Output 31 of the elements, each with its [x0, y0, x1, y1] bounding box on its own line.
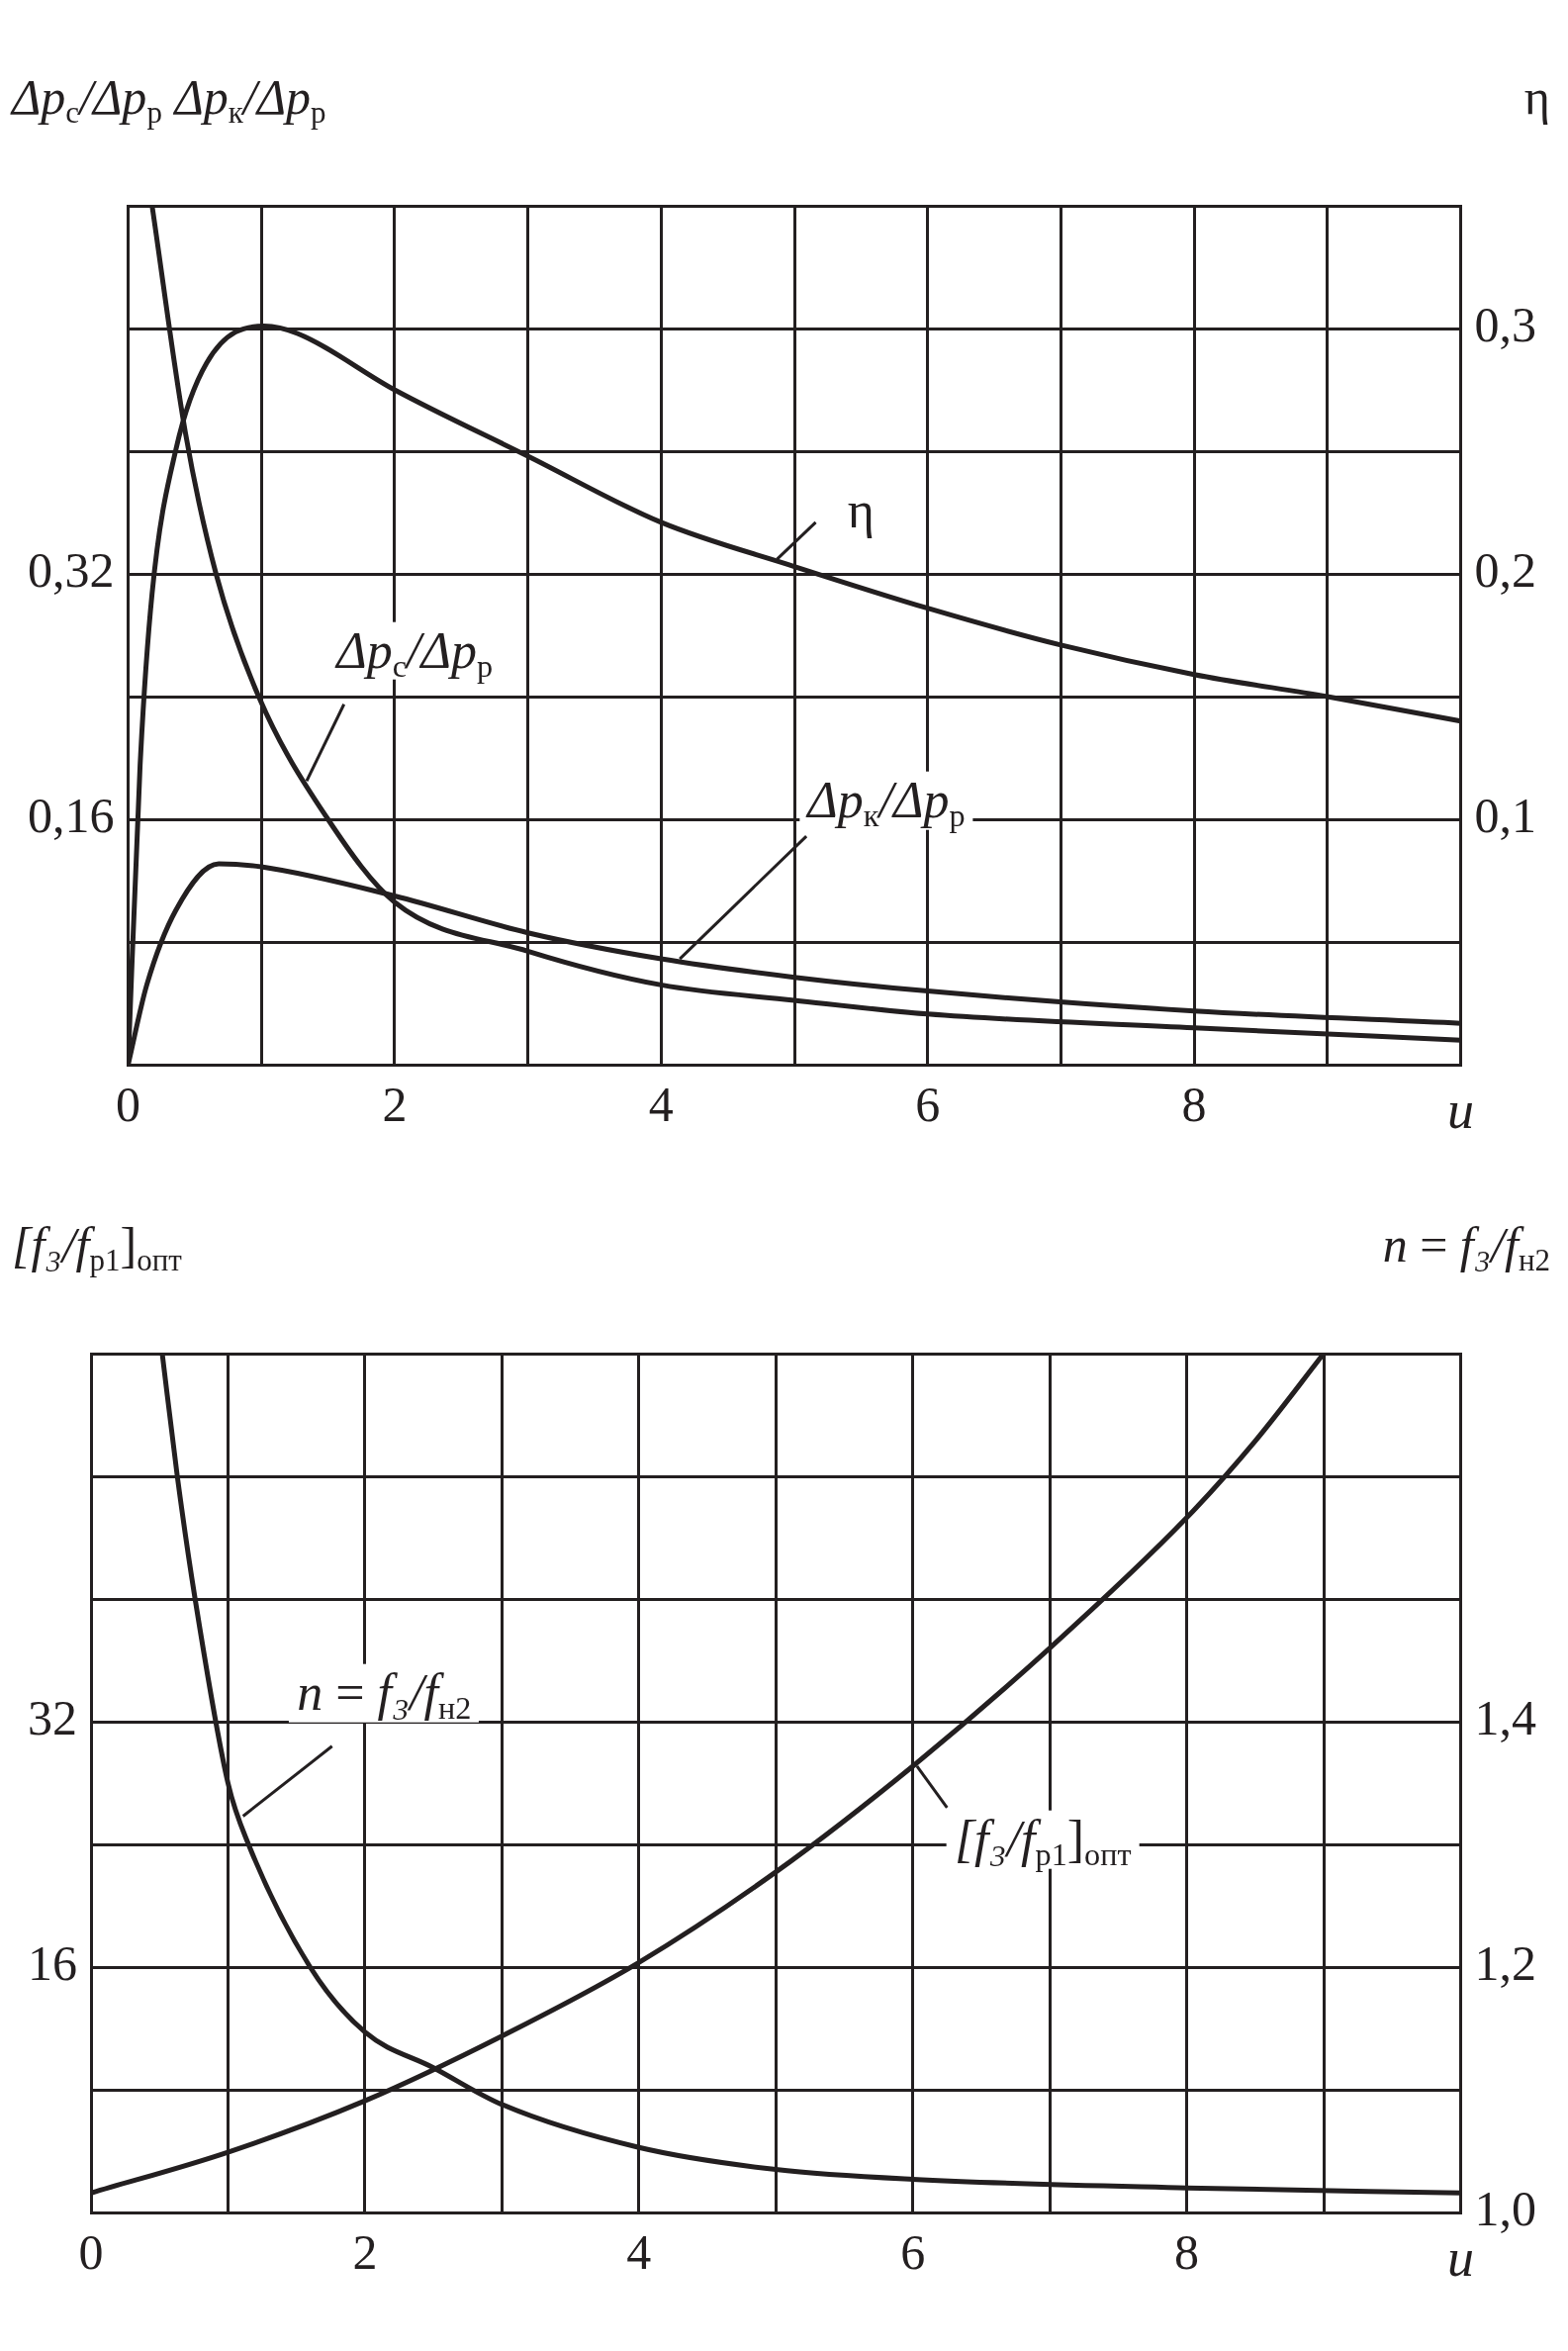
y2-tick-label: 1,4 [1474, 1690, 1536, 1746]
series-label: Δp$_{с}$/Δp$_{р}$ [336, 621, 494, 684]
y2-tick-label: 0,2 [1474, 542, 1536, 599]
y2-tick-label: 0,1 [1474, 788, 1536, 844]
text: Δp$_{к}$/Δp$_{р}$ [807, 772, 966, 834]
x-tick-label: 6 [900, 2224, 926, 2281]
x-tick-label: 6 [915, 1077, 941, 1133]
x-tick-label: 8 [1181, 1077, 1207, 1133]
x-tick-label: 2 [352, 2224, 378, 2281]
y2-axis-title: n = f₃/f$_{н2}$ [1382, 1216, 1550, 1278]
y-tick-label: 0,16 [28, 788, 115, 844]
y-tick-label: 32 [28, 1690, 77, 1746]
x-tick-label: 0 [78, 2224, 104, 2281]
x-axis-title: u [1447, 2228, 1474, 2288]
legend-label: [f₃/f$_{р1}$]$_{опт}$ [954, 1811, 1132, 1873]
y-axis-title: [f₃/f$_{р1}$]$_{опт}$ [12, 1216, 182, 1278]
y-tick-label: 0,32 [28, 542, 115, 599]
x-tick-label: 4 [626, 2224, 652, 2281]
y2-axis-title: η [1523, 68, 1550, 125]
y2-tick-label: 1,2 [1474, 1935, 1536, 1992]
legend-label: η [847, 481, 875, 538]
x-tick-label: 8 [1174, 2224, 1200, 2281]
x-axis-title: u [1447, 1081, 1474, 1140]
y-axis-title: Δp$_{с}$/Δp$_{р}$ Δp$_{к}$/Δp$_{р}$ [12, 68, 326, 131]
y-tick-label: 16 [28, 1935, 77, 1992]
series-label: n = f₃/f$_{н2}$ [297, 1664, 472, 1727]
y2-tick-label: 1,0 [1474, 2181, 1536, 2237]
y2-tick-label: 0,3 [1474, 297, 1536, 353]
x-tick-label: 0 [116, 1077, 140, 1133]
x-tick-label: 4 [648, 1077, 674, 1133]
x-tick-label: 2 [382, 1077, 408, 1133]
